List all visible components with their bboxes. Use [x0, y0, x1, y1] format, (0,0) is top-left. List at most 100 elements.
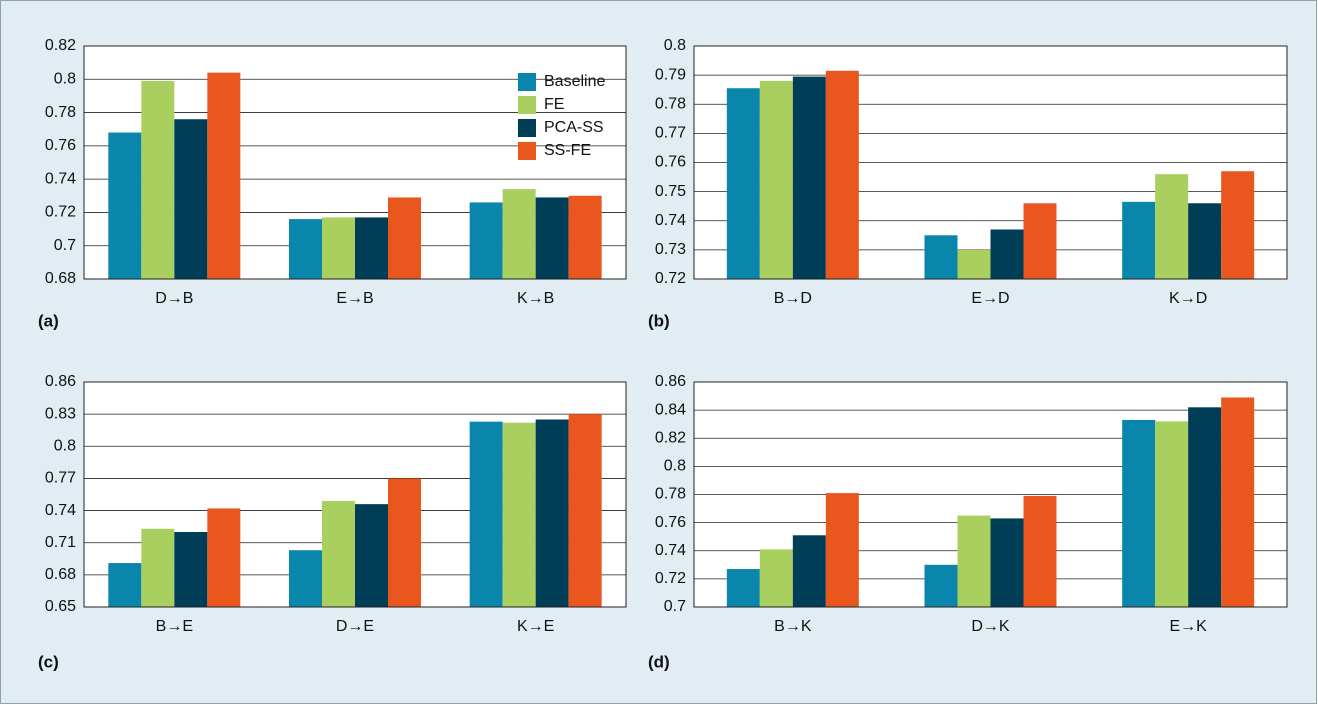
y-tick-label: 0.77: [45, 470, 76, 487]
bar: [568, 195, 602, 279]
bar: [1122, 419, 1156, 607]
legend-swatch: [518, 119, 536, 137]
y-tick-label: 0.74: [45, 170, 76, 187]
bar: [174, 119, 208, 279]
y-tick-label: 0.72: [45, 204, 76, 221]
x-tick-label: B→K: [774, 618, 812, 635]
y-tick-label: 0.68: [45, 566, 76, 583]
y-tick-label: 0.8: [664, 37, 686, 54]
bar: [535, 419, 569, 607]
bar: [825, 70, 859, 279]
bar: [568, 414, 602, 607]
bar: [957, 249, 991, 279]
plot-frame: [693, 45, 1288, 280]
y-tick-label: 0.71: [45, 534, 76, 551]
y-tick-label: 0.78: [655, 486, 686, 503]
bar: [957, 515, 991, 607]
x-tick-label: K→E: [517, 618, 554, 635]
y-tick-label: 0.82: [655, 429, 686, 446]
bar: [108, 563, 142, 607]
y-tick-label: 0.84: [655, 401, 686, 418]
legend-label: PCA-SS: [544, 119, 604, 136]
bar: [1188, 203, 1222, 279]
y-tick-label: 0.8: [54, 71, 76, 88]
bar: [990, 518, 1024, 607]
bar: [207, 72, 241, 279]
bar: [141, 80, 175, 279]
bar: [141, 528, 175, 607]
y-tick-label: 0.74: [655, 212, 686, 229]
bar: [322, 500, 355, 607]
bar: [535, 197, 569, 279]
y-tick-label: 0.86: [45, 373, 76, 390]
y-tick-label: 0.74: [45, 502, 76, 519]
bar: [1023, 495, 1057, 607]
bar: [825, 493, 859, 607]
x-tick-label: K→B: [517, 290, 554, 307]
legend-swatch: [518, 96, 536, 114]
y-tick-label: 0.73: [655, 241, 686, 258]
panel-label: (a): [38, 311, 59, 330]
bar: [726, 569, 760, 607]
legend-swatch: [518, 142, 536, 160]
bar: [388, 478, 421, 607]
bar: [355, 504, 388, 607]
y-tick-label: 0.78: [655, 95, 686, 112]
y-tick-label: 0.68: [45, 270, 76, 287]
legend-label: FE: [544, 96, 564, 113]
bar: [1122, 201, 1156, 279]
panel-label: (c): [38, 652, 59, 671]
bar: [322, 217, 355, 279]
x-tick-label: E→D: [971, 290, 1009, 307]
bar: [469, 421, 503, 607]
x-tick-label: K→D: [1169, 290, 1207, 307]
panel-label: (b): [648, 311, 670, 330]
y-tick-label: 0.83: [45, 405, 76, 422]
y-tick-label: 0.65: [45, 598, 76, 615]
bar: [990, 229, 1024, 279]
y-tick-label: 0.8: [664, 458, 686, 475]
legend-label: Baseline: [544, 73, 605, 90]
x-tick-label: E→K: [1169, 618, 1207, 635]
bar: [792, 535, 826, 607]
bar: [792, 76, 826, 279]
bar: [1155, 421, 1189, 607]
y-tick-label: 0.76: [655, 154, 686, 171]
y-tick-label: 0.86: [655, 373, 686, 390]
bar: [924, 564, 958, 607]
bar: [355, 217, 388, 279]
y-tick-label: 0.72: [655, 270, 686, 287]
x-tick-label: D→E: [336, 618, 374, 635]
y-tick-label: 0.76: [45, 137, 76, 154]
y-tick-label: 0.82: [45, 37, 76, 54]
plot-frame: [83, 45, 627, 280]
bar: [1221, 397, 1255, 607]
bar: [289, 219, 322, 279]
y-tick-label: 0.72: [655, 570, 686, 587]
y-tick-label: 0.76: [655, 514, 686, 531]
y-tick-label: 0.75: [655, 183, 686, 200]
bar: [207, 508, 241, 607]
bar: [1188, 407, 1222, 607]
legend-swatch: [518, 73, 536, 91]
plot-frame: [83, 381, 627, 608]
x-tick-label: D→K: [971, 618, 1010, 635]
bar: [388, 197, 421, 279]
y-tick-label: 0.8: [54, 438, 76, 455]
y-tick-label: 0.78: [45, 104, 76, 121]
bar: [1221, 171, 1255, 279]
bar: [469, 202, 503, 279]
bar: [759, 549, 793, 607]
y-tick-label: 0.74: [655, 542, 686, 559]
y-tick-label: 0.7: [664, 598, 686, 615]
bar: [502, 189, 536, 279]
y-tick-label: 0.79: [655, 66, 686, 83]
x-tick-label: D→B: [155, 290, 193, 307]
x-tick-label: B→E: [156, 618, 193, 635]
bar: [1023, 203, 1057, 279]
legend-label: SS-FE: [544, 142, 591, 159]
bar: [726, 88, 760, 279]
bar: [108, 132, 142, 279]
x-tick-label: E→B: [336, 290, 373, 307]
